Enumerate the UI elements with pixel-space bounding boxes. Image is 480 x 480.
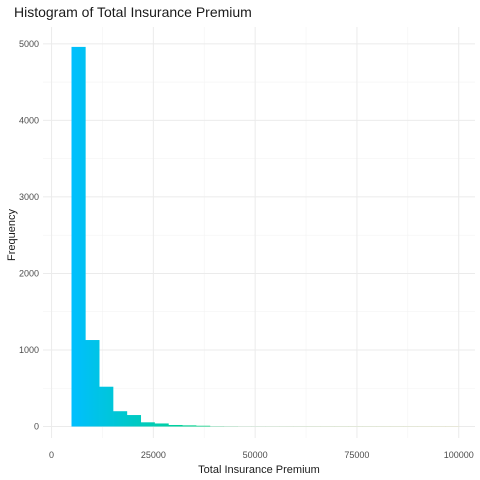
histogram-bar [168,424,183,427]
grid-lines [43,27,475,438]
x-tick-label: 100000 [444,450,474,460]
histogram-bar [99,386,114,427]
histogram-bar [126,415,142,427]
y-tick-label: 4000 [19,115,39,125]
x-axis-ticks: 0 25000 50000 75000 100000 [49,450,474,460]
y-axis-title: Frequency [6,209,18,261]
y-tick-label: 2000 [19,268,39,278]
histogram-bar [85,340,100,427]
x-tick-label: 0 [49,450,54,460]
y-tick-label: 3000 [19,192,39,202]
y-tick-label: 1000 [19,345,39,355]
histogram-bars [71,46,460,427]
histogram-bar [196,425,211,427]
histogram-bar [71,46,86,427]
chart-title: Histogram of Total Insurance Premium [14,4,252,20]
x-tick-label: 50000 [243,450,268,460]
histogram-bar [140,422,155,427]
histogram-bar [154,423,169,427]
y-axis-ticks: 0 1000 2000 3000 4000 5000 [19,39,39,432]
histogram-bar [182,425,197,427]
y-tick-label: 5000 [19,39,39,49]
x-axis-title: Total Insurance Premium [198,464,320,476]
histogram-bar [113,411,128,427]
x-tick-label: 25000 [141,450,166,460]
y-tick-label: 0 [34,422,39,432]
x-tick-label: 75000 [344,450,369,460]
